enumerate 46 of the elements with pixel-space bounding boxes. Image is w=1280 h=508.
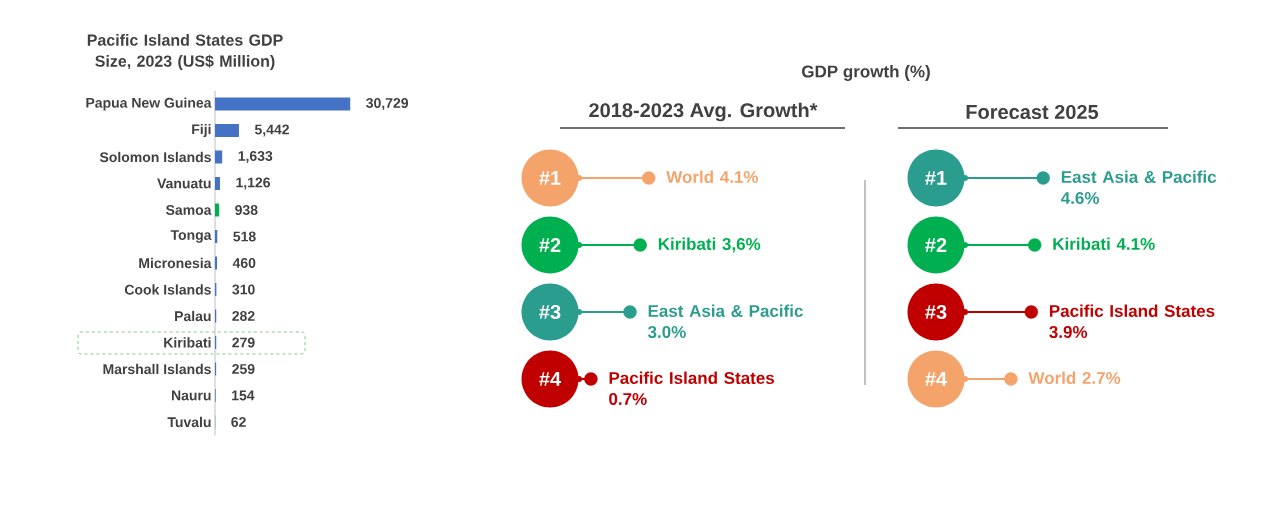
text: 2018-2023 Avg. Growth* [589, 102, 818, 122]
data-label: 310 [232, 284, 255, 295]
y-tick-label: #4 [539, 372, 562, 386]
data-label: 282 [232, 311, 255, 321]
y-tick-label: #2 [925, 238, 947, 252]
data-label: Kiribati 4.1% [1053, 237, 1155, 251]
y-tick-label: Cook Islands [124, 284, 211, 295]
data-label: 62 [231, 417, 246, 427]
data-label: World 2.7% [1028, 371, 1121, 385]
y-tick-label: #1 [925, 171, 947, 185]
data-label: 938 [235, 205, 258, 215]
data-label: 154 [232, 390, 255, 401]
y-tick-label: Papua New Guinea [86, 97, 212, 111]
y-tick-label: #4 [925, 372, 948, 386]
y-tick-label: Palau [175, 310, 211, 322]
y-tick-label: Samoa [165, 205, 212, 215]
y-tick-label: #3 [925, 304, 947, 320]
data-label: Pacific Island States 3.9% [1049, 304, 1215, 339]
chart-title: Forecast 2025 [966, 104, 1099, 120]
y-tick-label: Kiribati [164, 337, 211, 348]
data-label: 279 [232, 337, 255, 348]
y-tick-label: Vanuatu [157, 178, 211, 189]
data-label: East Asia & Pacific 4.6% [1060, 170, 1217, 205]
y-tick-label: Solomon Islands [99, 151, 211, 163]
y-tick-label: Tuvalu [167, 416, 211, 428]
data-label: 518 [233, 231, 256, 242]
data-label: 30,729 [366, 98, 409, 110]
data-label: 5,442 [254, 124, 289, 137]
data-label: Kiribati 3,6% [658, 237, 761, 253]
data-label: Pacific Island States 0.7% [609, 371, 775, 406]
y-tick-label: #2 [539, 238, 561, 252]
data-label: 460 [232, 258, 256, 268]
y-tick-label: #3 [539, 304, 561, 320]
data-label: 1,633 [238, 151, 273, 163]
y-tick-label: Tonga [170, 230, 212, 243]
y-tick-label: Micronesia [139, 257, 212, 269]
y-tick-label: Nauru [171, 390, 211, 401]
data-label: World 4.1% [666, 170, 759, 184]
data-label: East Asia & Pacific 3.0% [647, 304, 803, 339]
data-label: 259 [232, 364, 255, 374]
data-label: 1,126 [236, 177, 271, 190]
chart-title: Pacific Island States GDP Size, 2023 (US$ Million) [87, 34, 283, 70]
y-tick-label: Marshall Islands [103, 363, 211, 375]
y-tick-label: Fiji [192, 123, 211, 138]
text: GDP growth (%) [802, 65, 930, 81]
y-tick-label: #1 [539, 171, 561, 185]
